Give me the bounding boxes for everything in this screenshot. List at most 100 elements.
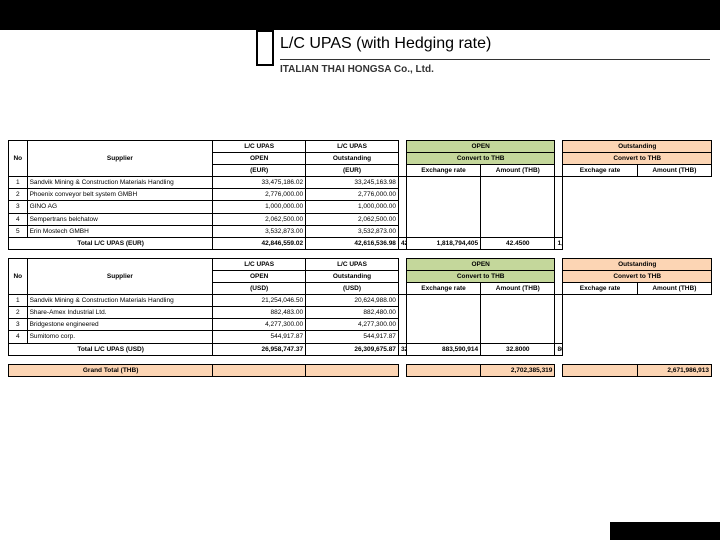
eur-amt-out: 1,809,029,545 xyxy=(555,237,563,249)
col-convert-out: Convert to THB xyxy=(563,153,712,165)
grand-total-table: Grand Total (THB) 2,702,385,319 2,671,98… xyxy=(8,364,712,377)
cell-out: 20,624,988.00 xyxy=(306,295,399,307)
table-row: 1Sandvik Mining & Construction Materials… xyxy=(9,295,712,307)
eur-total-open: 42,846,559.02 xyxy=(213,237,306,249)
cell-supplier: Sempertrans belchatow xyxy=(27,213,213,225)
col-open-label: OPEN xyxy=(213,153,306,165)
cell-open: 4,277,300.00 xyxy=(213,319,306,331)
cell-supplier: Sandvik Mining & Construction Materials … xyxy=(27,295,213,307)
eur-header-row-1: No Supplier L/C UPAS L/C UPAS OPEN Outst… xyxy=(9,141,712,153)
eur-total-label: Total L/C UPAS (EUR) xyxy=(9,237,213,249)
cell-amt-open xyxy=(406,177,480,237)
usd-total-out: 26,309,675.87 xyxy=(306,343,399,355)
cell-out: 544,917.87 xyxy=(306,331,399,343)
table-row: 4Sempertrans belchatow2,062,500.002,062,… xyxy=(9,213,712,225)
usd-table: No Supplier L/C UPAS L/C UPAS OPEN Outst… xyxy=(8,258,712,356)
col-exch-open-usd: Exchange rate xyxy=(406,283,480,295)
cell-no: 2 xyxy=(9,307,28,319)
eur-amt-open: 1,818,794,405 xyxy=(406,237,480,249)
col-convert-out-usd: Convert to THB xyxy=(563,270,712,282)
usd-rate-open: 32.8000 xyxy=(398,343,406,355)
cell-supplier: Erin Mostech GMBH xyxy=(27,225,213,237)
table-row: 4Sumitomo corp.544,917.87544,917.87 xyxy=(9,331,712,343)
cell-no: 3 xyxy=(9,319,28,331)
col-convert-open: Convert to THB xyxy=(406,153,555,165)
cell-supplier: Bridgestone engineered xyxy=(27,319,213,331)
col-out-convert-head-usd: Outstanding xyxy=(563,258,712,270)
cell-out: 1,000,000.00 xyxy=(306,201,399,213)
col-open-convert-head-usd: OPEN xyxy=(406,258,555,270)
col-out-label-usd: Outstanding xyxy=(306,270,399,282)
usd-total-open: 26,958,747.37 xyxy=(213,343,306,355)
table-row: 3GINO AG1,000,000.001,000,000.00 xyxy=(9,201,712,213)
cell-out: 3,532,873.00 xyxy=(306,225,399,237)
eur-rate-open: 42.4500 xyxy=(398,237,406,249)
cell-no: 4 xyxy=(9,213,28,225)
cell-no: 2 xyxy=(9,189,28,201)
cell-rate-open xyxy=(398,295,406,343)
cell-rate-out xyxy=(481,295,555,343)
usd-total-label: Total L/C UPAS (USD) xyxy=(9,343,213,355)
usd-amt-open: 883,590,914 xyxy=(406,343,480,355)
grand-out: 2,671,986,913 xyxy=(637,364,711,376)
cell-out: 4,277,300.00 xyxy=(306,319,399,331)
col-open-convert-head: OPEN xyxy=(406,141,555,153)
col-lc-upas-open: L/C UPAS xyxy=(213,141,306,153)
cell-out: 2,776,000.00 xyxy=(306,189,399,201)
usd-amt-out: 862,957,369 xyxy=(555,343,563,355)
cell-no: 1 xyxy=(9,177,28,189)
table-row: 2Phoenix conveyor belt system GMBH2,776,… xyxy=(9,189,712,201)
cell-open: 3,532,873.00 xyxy=(213,225,306,237)
col-exch-out: Exchage rate xyxy=(563,165,637,177)
col-supplier-usd: Supplier xyxy=(27,258,213,294)
col-supplier: Supplier xyxy=(27,141,213,177)
cell-out: 33,245,163.98 xyxy=(306,177,399,189)
cell-rate-open xyxy=(398,177,406,237)
table-row: 5Erin Mostech GMBH3,532,873.003,532,873.… xyxy=(9,225,712,237)
cell-supplier: Sandvik Mining & Construction Materials … xyxy=(27,177,213,189)
tables-container: No Supplier L/C UPAS L/C UPAS OPEN Outst… xyxy=(8,140,712,377)
header-block: L/C UPAS (with Hedging rate) ITALIAN THA… xyxy=(270,34,700,77)
cell-supplier: Sumitomo corp. xyxy=(27,331,213,343)
grand-open: 2,702,385,319 xyxy=(481,364,555,376)
cell-no: 3 xyxy=(9,201,28,213)
cell-open: 21,254,046.50 xyxy=(213,295,306,307)
col-lc-upas-out: L/C UPAS xyxy=(306,141,399,153)
cell-no: 4 xyxy=(9,331,28,343)
col-no-usd: No xyxy=(9,258,28,294)
cell-supplier: Share-Amex Industrial Ltd. xyxy=(27,307,213,319)
cell-amt-open xyxy=(406,295,480,343)
usd-header-row-1: No Supplier L/C UPAS L/C UPAS OPEN Outst… xyxy=(9,258,712,270)
table-row: 1Sandvik Mining & Construction Materials… xyxy=(9,177,712,189)
col-no: No xyxy=(9,141,28,177)
usd-total-row: Total L/C UPAS (USD) 26,958,747.37 26,30… xyxy=(9,343,712,355)
col-out-label: Outstanding xyxy=(306,153,399,165)
cell-open: 33,475,186.02 xyxy=(213,177,306,189)
grand-total-row: Grand Total (THB) 2,702,385,319 2,671,98… xyxy=(9,364,712,376)
cell-open: 2,062,500.00 xyxy=(213,213,306,225)
eur-total-row: Total L/C UPAS (EUR) 42,846,559.02 42,61… xyxy=(9,237,712,249)
page-subtitle: ITALIAN THAI HONGSA Co., Ltd. xyxy=(280,59,710,75)
col-eur-out: (EUR) xyxy=(306,165,399,177)
col-out-convert-head: Outstanding xyxy=(563,141,712,153)
col-exch-open: Exchange rate xyxy=(406,165,480,177)
eur-rate-out: 42.4500 xyxy=(481,237,555,249)
cell-supplier: Phoenix conveyor belt system GMBH xyxy=(27,189,213,201)
eur-total-out: 42,616,536.98 xyxy=(306,237,399,249)
cell-open: 882,483.00 xyxy=(213,307,306,319)
eur-table: No Supplier L/C UPAS L/C UPAS OPEN Outst… xyxy=(8,140,712,250)
col-lc-upas-open-usd: L/C UPAS xyxy=(213,258,306,270)
table-row: 3Bridgestone engineered4,277,300.004,277… xyxy=(9,319,712,331)
footer-rect xyxy=(610,522,720,540)
cell-out: 2,062,500.00 xyxy=(306,213,399,225)
usd-rate-out: 32.8000 xyxy=(481,343,555,355)
cell-amt-out xyxy=(555,295,563,343)
cell-open: 1,000,000.00 xyxy=(213,201,306,213)
col-usd-open: (USD) xyxy=(213,283,306,295)
col-eur-open: (EUR) xyxy=(213,165,306,177)
cell-rate-out xyxy=(481,177,555,237)
cell-open: 2,776,000.00 xyxy=(213,189,306,201)
cell-supplier: GINO AG xyxy=(27,201,213,213)
cell-out: 882,480.00 xyxy=(306,307,399,319)
cell-no: 1 xyxy=(9,295,28,307)
